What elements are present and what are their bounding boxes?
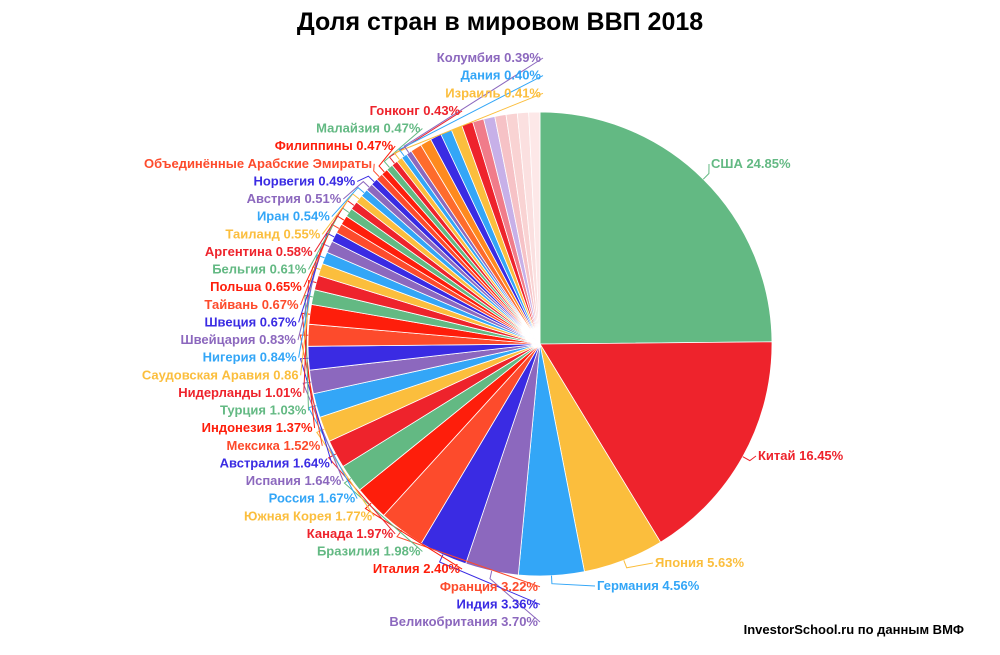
label-колумбия-0-39: Колумбия 0.39% bbox=[437, 50, 542, 65]
connector-иран-0-54 bbox=[331, 186, 365, 217]
label-мексика-1-52: Мексика 1.52% bbox=[227, 438, 321, 453]
label-германия-4-56: Германия 4.56% bbox=[597, 578, 700, 593]
label-швеция-0-67: Швеция 0.67% bbox=[204, 314, 297, 329]
label-норвегия-0-49: Норвегия 0.49% bbox=[253, 173, 355, 188]
label-австрия-0-51: Австрия 0.51% bbox=[247, 191, 342, 206]
label-индонезия-1-37: Индонезия 1.37% bbox=[202, 420, 313, 435]
connector-великобритания-3-70 bbox=[489, 570, 541, 623]
slice-labels: США 24.85% Китай 16.45% Япония 5.63% Герман… bbox=[142, 50, 844, 629]
pie-slices bbox=[307, 111, 773, 577]
connector-колумбия-0-39 bbox=[403, 57, 544, 153]
connector-япония-5-63 bbox=[623, 560, 654, 569]
label-иран-0-54: Иран 0.54% bbox=[257, 209, 330, 224]
connector-австрия-0-51 bbox=[342, 180, 370, 200]
connector-израиль-0-41 bbox=[393, 92, 544, 160]
connector-китай-16-45 bbox=[742, 455, 757, 462]
connector-канада-1-97 bbox=[327, 453, 396, 535]
label-объединённые-арабские-эмираты: Объединённые Арабские Эмираты bbox=[144, 156, 372, 171]
label-испания-1-64: Испания 1.64% bbox=[246, 473, 342, 488]
label-турция-1-03: Турция 1.03% bbox=[220, 403, 307, 418]
pie-slice-китай-16-45 bbox=[539, 341, 773, 543]
label-южная-корея-1-77: Южная Корея 1.77% bbox=[244, 508, 373, 523]
label-россия-1-67: Россия 1.67% bbox=[269, 491, 356, 506]
label-саудовская-аравия-0-86: Саудовская Аравия 0.86 bbox=[142, 367, 299, 382]
label-италия-2-40: Италия 2.40% bbox=[373, 561, 461, 576]
label-нигерия-0-84: Нигерия 0.84% bbox=[203, 350, 297, 365]
label-таиланд-0-55: Таиланд 0.55% bbox=[225, 226, 320, 241]
connector-объединённые-арабские-эмираты bbox=[373, 163, 380, 178]
pie-slice-сша-24-85 bbox=[539, 111, 773, 345]
label-индия-3-36: Индия 3.36% bbox=[457, 596, 539, 611]
connector-нидерланды-1-01 bbox=[303, 279, 317, 393]
label-великобритания-3-70: Великобритания 3.70% bbox=[389, 614, 538, 629]
connector-испания-1-64 bbox=[302, 381, 344, 482]
label-сша-24-85: США 24.85% bbox=[711, 156, 791, 171]
connector-нигерия-0-84 bbox=[298, 254, 325, 358]
connector-турция-1-03 bbox=[304, 294, 313, 411]
chart-title: Доля стран в мировом ВВП 2018 bbox=[296, 8, 704, 36]
connector-филиппины-0-47 bbox=[378, 145, 396, 173]
connector-швейцария-0-83 bbox=[297, 242, 330, 341]
label-китай-16-45: Китай 16.45% bbox=[758, 448, 844, 463]
label-аргентина-0-58: Аргентина 0.58% bbox=[205, 244, 313, 259]
label-гонконг-0-43: Гонконг 0.43% bbox=[370, 103, 461, 118]
chart-credit: InvestorSchool.ru по данным ВМФ bbox=[743, 622, 964, 637]
label-франция-3-22: Франция 3.22% bbox=[440, 579, 539, 594]
label-нидерланды-1-01: Нидерланды 1.01% bbox=[178, 385, 302, 400]
pie-slice-other-12 bbox=[528, 111, 541, 345]
label-тайвань-0-67: Тайвань 0.67% bbox=[204, 297, 299, 312]
label-малайзия-0-47: Малайзия 0.47% bbox=[316, 121, 421, 136]
connector-норвегия-0-49 bbox=[356, 175, 375, 183]
label-израиль-0-41: Израиль 0.41% bbox=[445, 85, 541, 100]
label-connectors bbox=[297, 57, 757, 623]
label-бразилия-1-98: Бразилия 1.98% bbox=[317, 544, 421, 559]
label-польша-0-65: Польша 0.65% bbox=[210, 279, 302, 294]
connector-польша-0-65 bbox=[303, 215, 345, 288]
label-канада-1-97: Канада 1.97% bbox=[307, 526, 394, 541]
label-филиппины-0-47: Филиппины 0.47% bbox=[275, 138, 394, 153]
connector-малайзия-0-47 bbox=[383, 128, 423, 168]
connector-дания-0-40 bbox=[398, 75, 544, 157]
label-швейцария-0-83: Швейцария 0.83% bbox=[181, 332, 297, 347]
connector-германия-4-56 bbox=[551, 575, 596, 587]
label-бельгия-0-61: Бельгия 0.61% bbox=[212, 262, 307, 277]
connector-сша-24-85 bbox=[702, 163, 710, 180]
connector-индия-3-36 bbox=[438, 554, 541, 605]
label-австралия-1-64: Австралия 1.64% bbox=[220, 455, 331, 470]
connector-гонконг-0-43 bbox=[388, 110, 463, 164]
label-япония-5-63: Япония 5.63% bbox=[655, 555, 744, 570]
label-дания-0-40: Дания 0.40% bbox=[461, 68, 542, 83]
